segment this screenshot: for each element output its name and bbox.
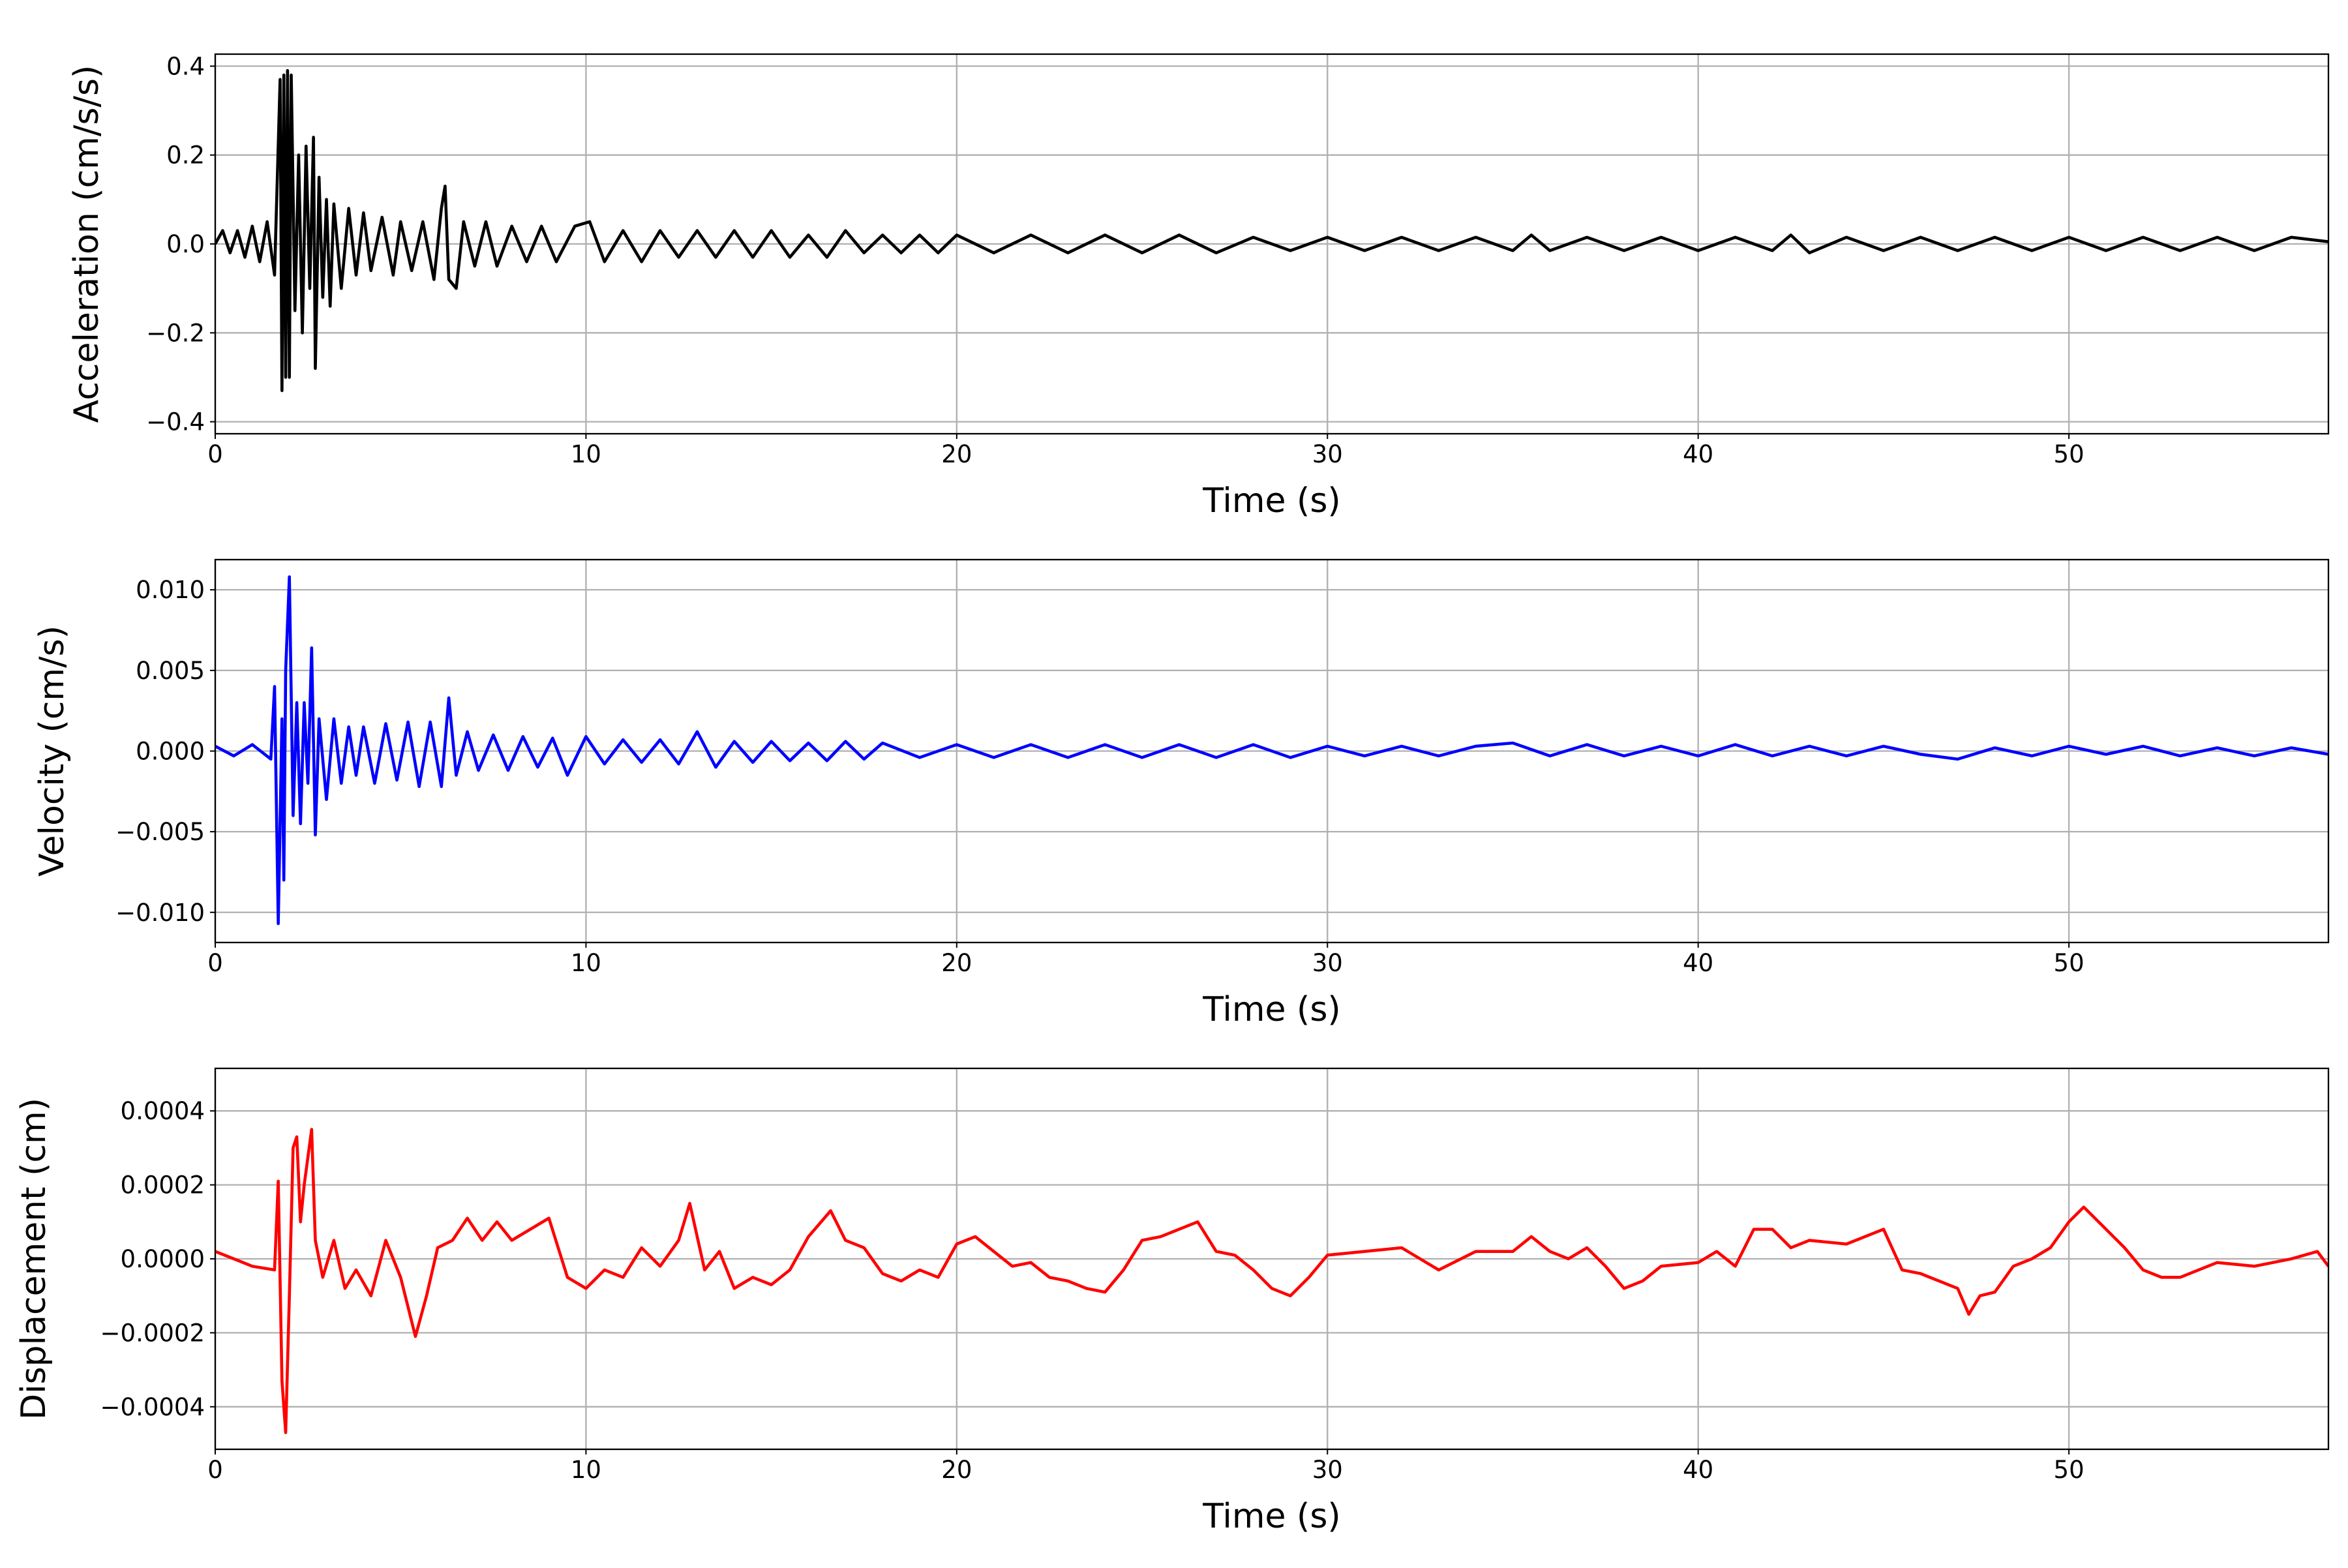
x-tick-label: 40 [1683,1456,1713,1484]
y-tick-label: −0.005 [115,818,205,846]
x-tick-label: 30 [1312,440,1343,468]
x-tick-label: 30 [1312,1456,1343,1484]
x-tick-label: 40 [1683,440,1713,468]
x-tick-label: 0 [207,440,223,468]
x-tick-label: 20 [941,949,972,977]
axes-frame [214,1067,2330,1451]
y-tick-label: 0.0 [166,230,205,258]
x-tick-label: 30 [1312,949,1343,977]
axes-frame [214,558,2330,944]
y-axis-label: Displacement (cm) [14,1098,53,1420]
x-tick-label: 50 [2054,1456,2085,1484]
y-axis-label: Velocity (cm/s) [33,626,72,877]
y-tick-label: 0.0004 [121,1097,205,1125]
x-tick-label: 10 [571,1456,601,1484]
y-tick-label: 0.4 [166,52,205,80]
subplot: 0 10 20 30 40 50 −0.010 −0.005 0.000 0.005 0.010 Ti… [33,558,2330,1029]
y-tick-label: 0.0002 [121,1171,205,1199]
subplot: 0 10 20 30 40 50 −0.4 −0.2 0.0 0.2 0.4 Time (s) Acce… [67,52,2330,520]
y-tick-label: 0.0000 [121,1245,205,1273]
x-tick-label: 10 [571,949,601,977]
y-tick-label: −0.010 [115,899,205,927]
data-line [215,575,2328,926]
axes-frame [214,53,2330,435]
x-tick-label: 20 [941,1456,972,1484]
y-tick-label: 0.005 [136,657,205,685]
y-tick-label: −0.2 [146,319,205,347]
x-tick-label: 0 [207,1456,223,1484]
x-tick-label: 10 [571,440,601,468]
x-axis-label: Time (s) [1202,1497,1340,1536]
x-axis-label: Time (s) [1202,990,1340,1029]
x-tick-label: 0 [207,949,223,977]
x-axis-label: Time (s) [1202,481,1340,520]
x-tick-label: 40 [1683,949,1713,977]
y-tick-label: 0.000 [136,738,205,766]
y-tick-label: 0.010 [136,576,205,604]
data-line [215,68,2328,393]
y-tick-label: −0.0002 [100,1319,205,1347]
y-tick-label: −0.0004 [100,1393,205,1421]
data-line [215,1128,2328,1434]
y-axis-label: Acceleration (cm/s/s) [67,65,106,423]
x-tick-label: 50 [2054,440,2085,468]
x-tick-label: 20 [941,440,972,468]
y-tick-label: 0.2 [166,142,205,170]
subplot: 0 10 20 30 40 50 −0.0004 −0.0002 0.0000 0.0002 0.0… [14,1067,2330,1536]
x-tick-label: 50 [2054,949,2085,977]
y-tick-label: −0.4 [146,408,205,436]
